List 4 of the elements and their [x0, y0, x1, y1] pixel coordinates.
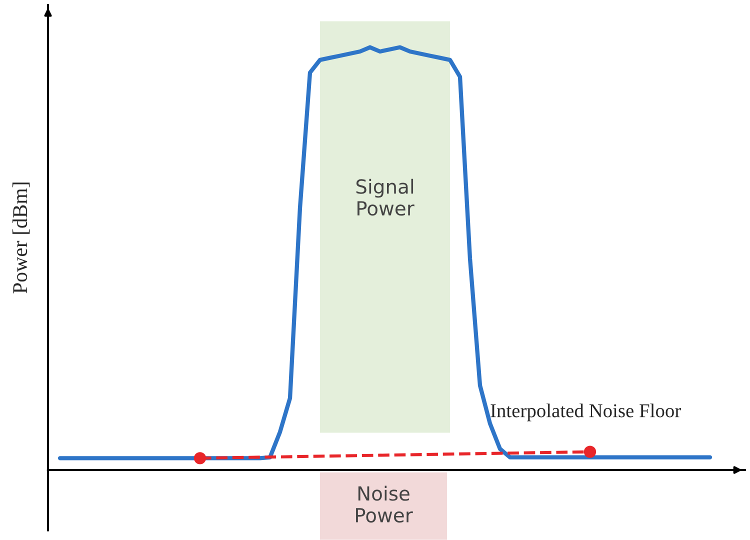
annotation: Signal Power [356, 178, 414, 216]
text: Noise Power [356, 486, 413, 523]
y-axis-title: Power [dBm] [12, 182, 30, 294]
annotation: Interpolated Noise Floor [490, 404, 681, 422]
